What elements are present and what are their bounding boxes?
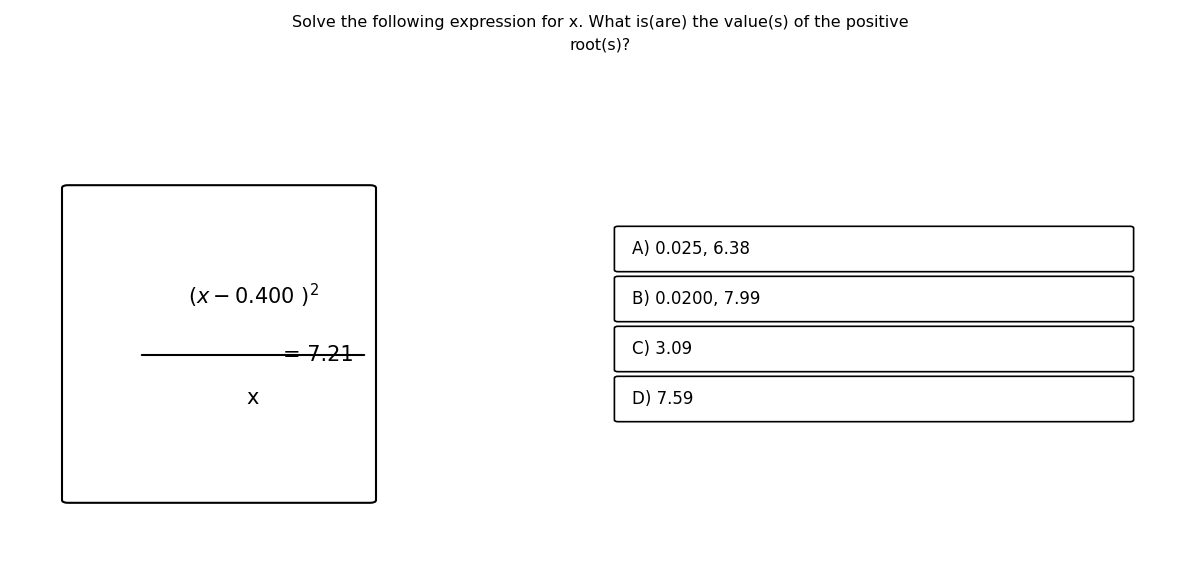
- Text: $(x - 0.400\ )^2$: $(x - 0.400\ )^2$: [187, 282, 318, 310]
- FancyBboxPatch shape: [614, 226, 1134, 272]
- Text: = 7.21: = 7.21: [283, 345, 354, 365]
- Text: root(s)?: root(s)?: [569, 38, 631, 53]
- Text: D) 7.59: D) 7.59: [632, 390, 694, 408]
- FancyBboxPatch shape: [62, 185, 376, 503]
- Text: x: x: [247, 388, 259, 408]
- Text: B) 0.0200, 7.99: B) 0.0200, 7.99: [632, 290, 761, 308]
- Text: Solve the following expression for x. What is(are) the value(s) of the positive: Solve the following expression for x. Wh…: [292, 15, 908, 30]
- FancyBboxPatch shape: [614, 376, 1134, 422]
- FancyBboxPatch shape: [614, 327, 1134, 372]
- Text: C) 3.09: C) 3.09: [632, 340, 692, 358]
- FancyBboxPatch shape: [614, 277, 1134, 321]
- Text: A) 0.025, 6.38: A) 0.025, 6.38: [632, 240, 750, 258]
